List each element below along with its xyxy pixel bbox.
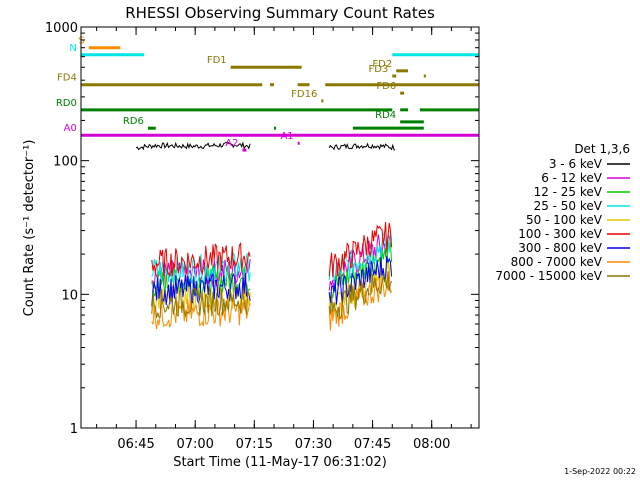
flag-label-a2: A2	[225, 138, 238, 149]
flag-label-n: N	[69, 43, 76, 54]
legend-label-7: 800 - 7000 keV	[511, 255, 603, 269]
chart-title: RHESSI Observing Summary Count Rates	[125, 4, 435, 22]
legend-label-5: 100 - 300 keV	[518, 227, 602, 241]
flag-label-rd6: RD6	[123, 116, 144, 127]
series-trace-8-0	[151, 287, 251, 319]
series-trace-8-1	[328, 271, 393, 320]
series-trace-0-1	[328, 142, 396, 151]
legend-label-2: 12 - 25 keV	[534, 185, 603, 199]
plot-frame	[80, 26, 480, 429]
legend-label-1: 6 - 12 keV	[541, 171, 603, 185]
series-trace-3-0	[151, 251, 251, 285]
series-trace-0-0	[135, 141, 251, 151]
flag-label-a0: A0	[64, 123, 77, 134]
series-trace-5-0	[151, 241, 251, 277]
x-tick-label: 07:00	[176, 437, 213, 452]
y-tick-label: 10	[61, 288, 78, 303]
legend-label-3: 25 - 50 keV	[534, 199, 603, 213]
x-tick-label: 07:30	[295, 437, 332, 452]
x-tick-label: 08:00	[413, 437, 450, 452]
x-tick-label: 07:15	[236, 437, 273, 452]
legend-label-4: 50 - 100 keV	[526, 213, 603, 227]
flag-label-fd6: FD6	[376, 81, 396, 92]
footer-timestamp: 1-Sep-2022 00:22	[564, 467, 636, 476]
legend-label-8: 7000 - 15000 keV	[495, 269, 602, 283]
legend-title: Det 1,3,6	[574, 142, 630, 156]
legend-label-0: 3 - 6 keV	[549, 157, 603, 171]
y-tick-label: 1	[70, 422, 78, 437]
x-axis-label: Start Time (11-May-17 06:31:02)	[173, 455, 387, 470]
flag-label-fd3: FD3	[368, 64, 388, 75]
flag-label-fd16: FD16	[291, 89, 317, 100]
flag-label-fd1: FD1	[207, 55, 227, 66]
flag-label-fd4: FD4	[57, 73, 77, 84]
flag-label-fd2: FD2	[372, 59, 392, 70]
x-tick-label: 07:45	[354, 437, 391, 452]
axis-ticks: 1 10 100 1000 06:45 07:00 07:15 07:30 07:45 08:00	[45, 21, 479, 452]
flag-label-a1: A1	[280, 131, 293, 142]
series-trace-5-1	[328, 221, 393, 278]
flag-label-rd4: RD4	[375, 110, 396, 121]
flag-label-s: S	[78, 36, 84, 47]
y-tick-label: 100	[53, 155, 78, 170]
y-axis-label: Count Rate (s⁻¹ detector⁻¹)	[22, 140, 37, 317]
x-tick-label: 06:45	[117, 437, 154, 452]
flag-label-rd0: RD0	[56, 98, 77, 109]
series-trace-6-0	[151, 272, 251, 307]
y-tick-label: 1000	[45, 21, 78, 36]
legend-label-6: 300 - 800 keV	[518, 241, 602, 255]
